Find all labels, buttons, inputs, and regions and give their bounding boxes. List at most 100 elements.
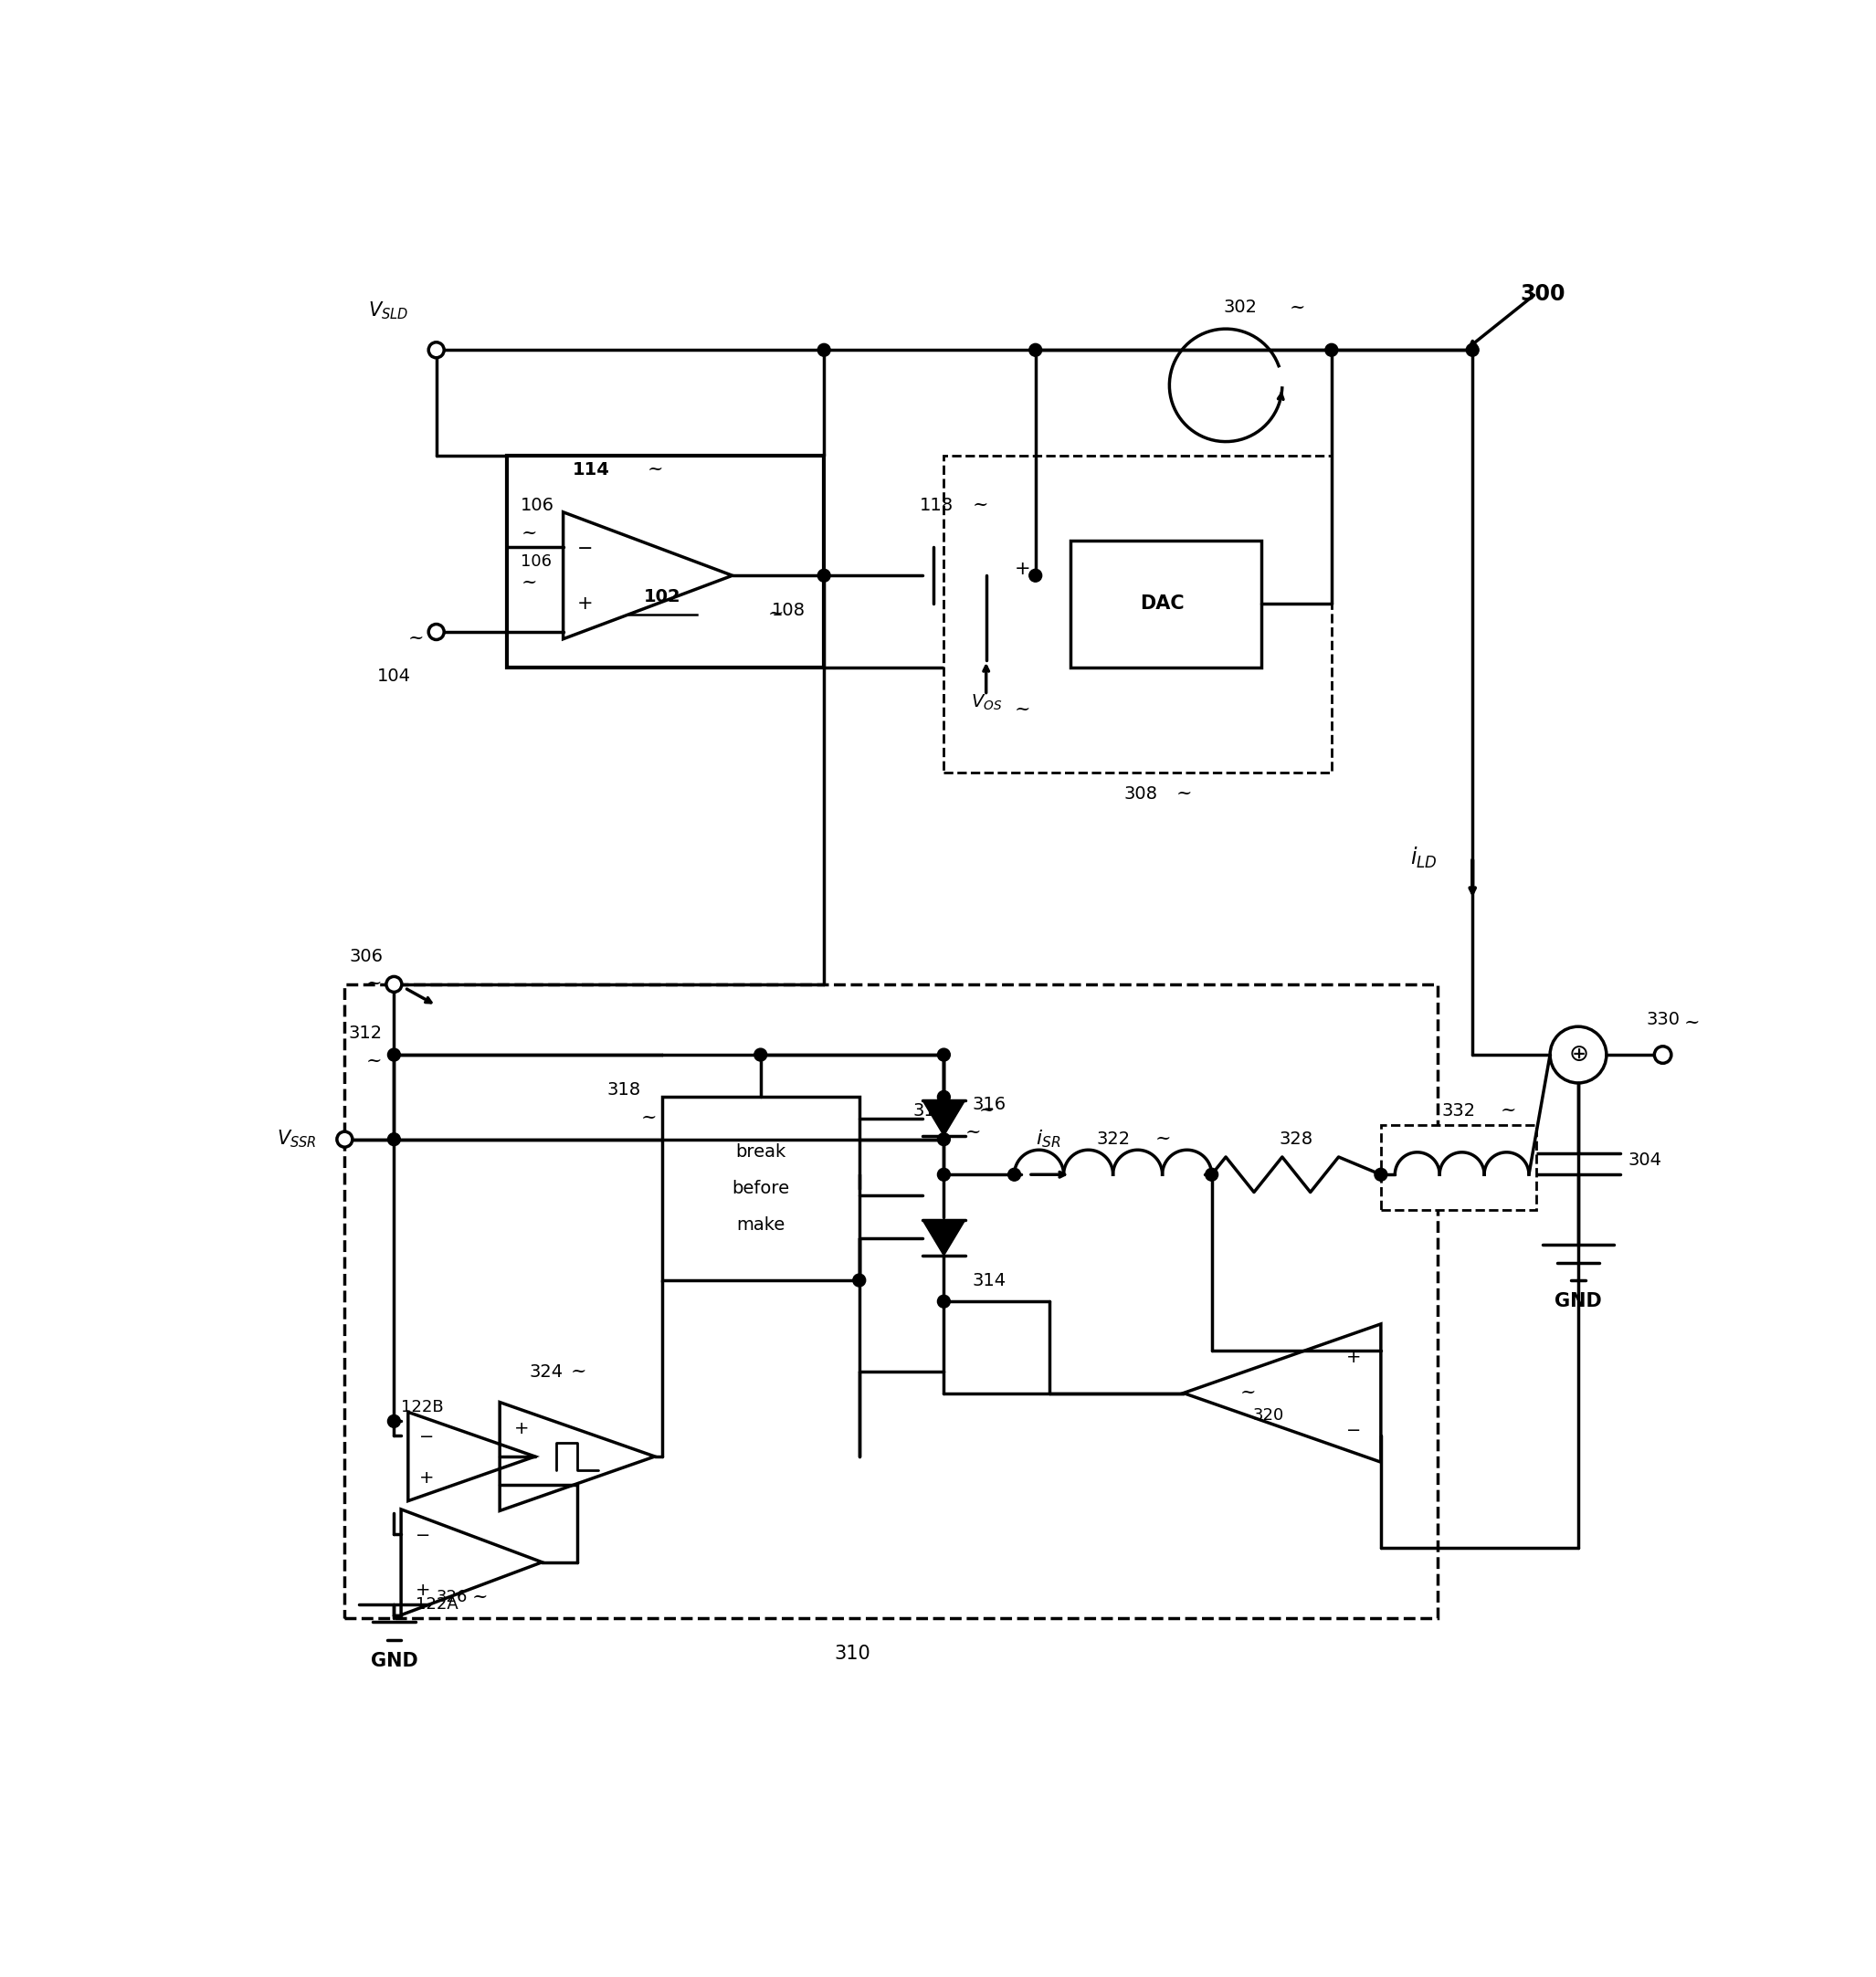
Text: ~: ~ — [1289, 299, 1306, 316]
Text: before: before — [732, 1180, 790, 1198]
Text: 306: 306 — [349, 947, 383, 965]
Circle shape — [386, 977, 401, 992]
Circle shape — [818, 569, 831, 581]
Text: $-$: $-$ — [576, 538, 593, 556]
Text: ~: ~ — [366, 1054, 383, 1070]
Text: 304: 304 — [1628, 1153, 1662, 1168]
Text: $i_{LD}$: $i_{LD}$ — [1411, 844, 1437, 870]
Text: 308: 308 — [1124, 785, 1157, 803]
Text: ~: ~ — [647, 461, 664, 478]
Text: 104: 104 — [377, 666, 411, 684]
Text: $+$: $+$ — [418, 1469, 433, 1487]
Circle shape — [938, 1133, 949, 1147]
Text: 108: 108 — [771, 603, 805, 619]
Circle shape — [1007, 1168, 1021, 1180]
Text: $+$: $+$ — [1345, 1348, 1360, 1366]
Text: 300: 300 — [1520, 283, 1566, 304]
Text: 316: 316 — [972, 1095, 1006, 1113]
Text: ~: ~ — [1501, 1103, 1516, 1119]
Text: 122A: 122A — [415, 1595, 458, 1613]
Text: ~: ~ — [409, 631, 424, 648]
Circle shape — [428, 342, 445, 358]
Text: 106: 106 — [522, 496, 555, 514]
Circle shape — [388, 1048, 400, 1062]
Polygon shape — [923, 1220, 964, 1255]
Text: ~: ~ — [522, 573, 537, 591]
Text: 328: 328 — [1279, 1131, 1313, 1149]
Circle shape — [754, 1048, 767, 1062]
Text: ~: ~ — [1240, 1384, 1255, 1402]
Text: break: break — [735, 1143, 786, 1160]
Text: 310: 310 — [835, 1645, 870, 1663]
Text: $+$: $+$ — [415, 1582, 430, 1599]
Text: ~: ~ — [1176, 785, 1193, 803]
Bar — [1381, 1125, 1536, 1210]
Text: ~: ~ — [979, 1103, 994, 1119]
Text: $+$: $+$ — [514, 1419, 529, 1437]
Text: $V_{SLD}$: $V_{SLD}$ — [368, 301, 409, 322]
Circle shape — [938, 1048, 949, 1062]
Text: ~: ~ — [471, 1590, 488, 1605]
Bar — [507, 457, 824, 666]
Text: 318: 318 — [606, 1081, 642, 1099]
Text: 314: 314 — [972, 1271, 1006, 1289]
Text: $-$: $-$ — [514, 1477, 529, 1493]
Polygon shape — [923, 1101, 964, 1137]
Circle shape — [388, 1416, 400, 1427]
Bar — [345, 985, 1437, 1619]
Circle shape — [1467, 344, 1478, 356]
Circle shape — [938, 1091, 949, 1103]
Circle shape — [1030, 344, 1041, 356]
Text: $+$: $+$ — [1013, 559, 1030, 577]
Text: $i_{SR}$: $i_{SR}$ — [1036, 1129, 1060, 1151]
Text: 106: 106 — [522, 554, 552, 569]
Text: $V_{SSR}$: $V_{SSR}$ — [276, 1129, 317, 1151]
Text: ~: ~ — [522, 524, 537, 542]
Text: ~: ~ — [570, 1364, 585, 1380]
Text: 312: 312 — [349, 1024, 383, 1042]
Circle shape — [1324, 344, 1338, 356]
Text: 102: 102 — [643, 587, 681, 605]
Text: $-$: $-$ — [415, 1526, 430, 1542]
Bar — [662, 1097, 859, 1281]
Text: $V_{OS}$: $V_{OS}$ — [970, 692, 1002, 712]
Text: $+$: $+$ — [576, 595, 593, 613]
Circle shape — [1375, 1168, 1386, 1180]
Text: GND: GND — [370, 1651, 418, 1671]
Text: ~: ~ — [964, 1123, 981, 1141]
Text: ~: ~ — [1156, 1131, 1171, 1149]
Circle shape — [938, 1295, 949, 1307]
Text: $-$: $-$ — [1345, 1419, 1360, 1437]
Circle shape — [938, 1168, 949, 1180]
Circle shape — [388, 979, 400, 990]
Text: 114: 114 — [572, 461, 610, 478]
Circle shape — [818, 344, 831, 356]
Text: 332: 332 — [1441, 1103, 1475, 1119]
Circle shape — [1206, 1168, 1218, 1180]
Bar — [1071, 540, 1261, 666]
Text: ~: ~ — [1015, 700, 1030, 718]
Circle shape — [1655, 1046, 1672, 1064]
Text: 320: 320 — [1253, 1408, 1283, 1423]
Text: 118: 118 — [919, 496, 953, 514]
Text: 324: 324 — [529, 1364, 563, 1380]
Text: $-$: $-$ — [418, 1427, 433, 1443]
Text: 330: 330 — [1645, 1010, 1679, 1028]
Text: $\oplus$: $\oplus$ — [1568, 1044, 1589, 1068]
Text: ~: ~ — [642, 1109, 657, 1127]
Circle shape — [1030, 569, 1041, 581]
Text: 312: 312 — [914, 1103, 947, 1119]
Text: ~: ~ — [767, 605, 784, 623]
Text: ~: ~ — [366, 975, 383, 992]
Text: ~: ~ — [972, 496, 989, 514]
Circle shape — [854, 1273, 865, 1287]
Text: GND: GND — [1555, 1293, 1602, 1311]
Bar — [944, 457, 1332, 773]
Text: make: make — [735, 1216, 784, 1234]
Text: DAC: DAC — [1141, 595, 1184, 613]
Circle shape — [388, 1133, 400, 1147]
Circle shape — [428, 625, 445, 641]
Circle shape — [338, 1131, 353, 1147]
Text: 326: 326 — [437, 1590, 467, 1605]
Text: 302: 302 — [1223, 299, 1257, 316]
